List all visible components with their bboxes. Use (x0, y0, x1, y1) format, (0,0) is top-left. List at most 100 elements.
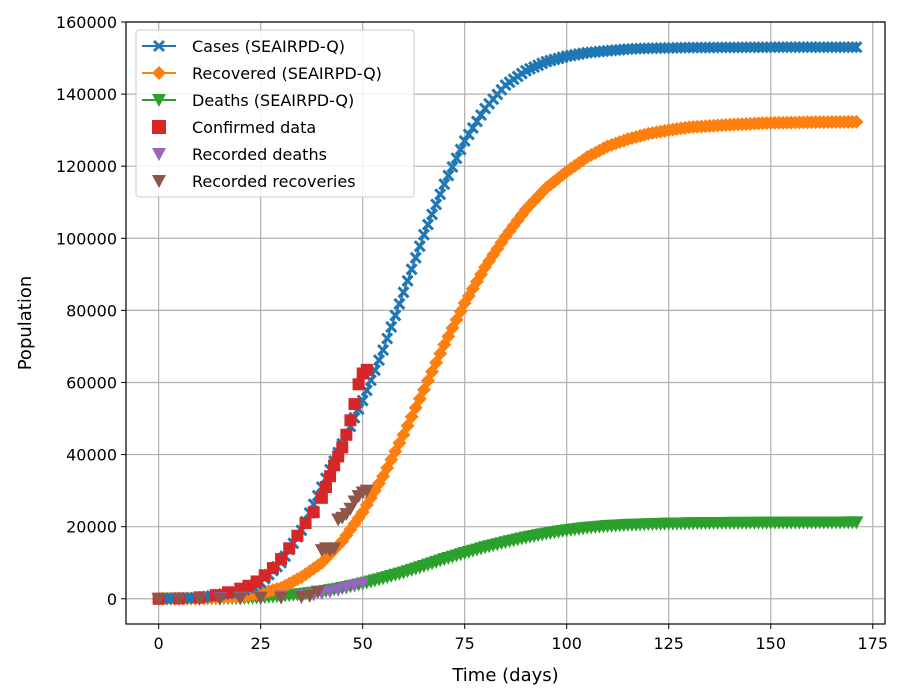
legend-marker (152, 120, 166, 134)
series-confirmed-data (152, 363, 373, 605)
x-tick-label: 25 (250, 634, 270, 653)
data-point (328, 459, 341, 472)
data-point (470, 115, 483, 128)
y-tick-label: 20000 (66, 518, 117, 537)
data-point (385, 320, 398, 334)
data-point (266, 562, 279, 575)
data-point (327, 542, 342, 556)
data-point (434, 188, 447, 201)
x-tick-label: 50 (352, 634, 372, 653)
data-point (348, 398, 361, 411)
legend-marker (152, 148, 166, 161)
legend-item: Cases (SEAIRPD-Q) (142, 37, 345, 56)
y-tick-label: 160000 (56, 13, 117, 32)
data-point (372, 354, 386, 367)
data-point (430, 198, 443, 211)
data-point (397, 286, 410, 299)
legend-label: Deaths (SEAIRPD-Q) (192, 91, 354, 110)
data-point (319, 481, 332, 494)
data-point (454, 143, 467, 156)
data-point (409, 251, 422, 264)
data-point (425, 208, 439, 221)
data-point (442, 169, 455, 182)
data-point (355, 577, 370, 591)
y-axis-label: Population (15, 276, 36, 371)
data-point (849, 516, 864, 530)
data-point (849, 114, 864, 129)
data-point (413, 240, 426, 253)
y-tick-label: 120000 (56, 157, 117, 176)
data-point (462, 128, 475, 141)
y-tick-label: 140000 (56, 85, 117, 104)
x-tick-label: 125 (653, 634, 684, 653)
data-point (474, 108, 488, 122)
y-tick-label: 40000 (66, 446, 117, 465)
data-point (310, 585, 325, 599)
y-tick-label: 60000 (66, 373, 117, 392)
legend-item: Deaths (SEAIRPD-Q) (142, 91, 354, 110)
data-point (291, 529, 304, 542)
x-tick-label: 75 (455, 634, 475, 653)
data-point (339, 581, 354, 595)
data-point (340, 428, 353, 441)
x-tick-label: 175 (857, 634, 888, 653)
data-point (151, 592, 166, 606)
data-point (466, 121, 479, 135)
data-point (389, 309, 402, 322)
data-point (355, 505, 370, 520)
data-point (446, 160, 459, 173)
data-point (192, 592, 207, 606)
data-point (438, 178, 451, 191)
legend-item: Recorded deaths (152, 145, 327, 164)
data-point (393, 297, 406, 310)
y-tick-label: 80000 (66, 301, 117, 320)
data-point (212, 592, 227, 606)
data-point (850, 41, 863, 54)
legend-marker (152, 94, 166, 107)
data-point (307, 506, 320, 519)
data-point (401, 274, 414, 287)
x-tick-label: 0 (154, 634, 164, 653)
data-point (275, 553, 288, 566)
y-axis-ticks: 0 20000 40000 60000 80000 100000 120000 140000 1… (56, 13, 126, 609)
data-point (846, 41, 859, 54)
legend-item: Confirmed data (152, 118, 316, 137)
data-point (250, 575, 263, 588)
data-point (253, 592, 268, 606)
data-point (274, 591, 289, 605)
legend-label: Recovered (SEAIRPD-Q) (192, 64, 382, 83)
data-point (299, 517, 312, 530)
legend-marker (152, 66, 166, 80)
x-tick-label: 100 (551, 634, 582, 653)
data-point (323, 585, 338, 599)
data-point (450, 152, 463, 165)
data-point (233, 592, 248, 606)
plot-frame (125, 21, 886, 625)
y-tick-label: 100000 (56, 229, 117, 248)
legend-item: Recorded recoveries (152, 172, 356, 191)
data-point (352, 378, 365, 391)
legend: Cases (SEAIRPD-Q) Recovered (SEAIRPD-Q) De… (135, 29, 415, 198)
legend-box (135, 29, 415, 198)
x-axis-ticks: 0 25 50 75 100 125 150 175 (154, 624, 888, 653)
data-point (315, 491, 328, 504)
x-axis-label: Time (days) (451, 665, 558, 686)
data-point (458, 134, 471, 148)
data-point (331, 583, 346, 597)
legend-marker (152, 175, 166, 188)
data-point (377, 343, 390, 357)
data-point (336, 441, 349, 454)
legend-label: Confirmed data (192, 118, 316, 137)
data-point (344, 414, 357, 427)
legend-item: Recovered (SEAIRPD-Q) (142, 64, 382, 83)
data-point (347, 579, 362, 593)
x-tick-label: 150 (755, 634, 786, 653)
series-layer (151, 41, 864, 606)
legend-label: Recorded deaths (192, 145, 327, 164)
data-point (324, 470, 337, 483)
data-point (332, 450, 345, 463)
legend-marker (152, 39, 166, 53)
data-point (381, 332, 394, 345)
data-point (172, 592, 187, 606)
